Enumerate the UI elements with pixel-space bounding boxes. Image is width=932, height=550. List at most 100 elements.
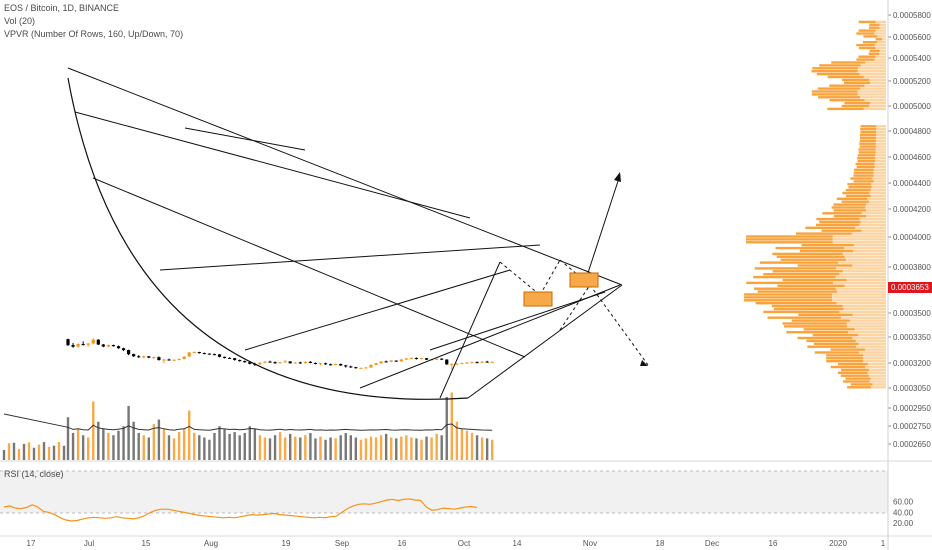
volume-bar [238,435,241,460]
time-tick-label: Jul [84,539,94,548]
vpvr-bar-up [819,64,861,67]
vpvr-bar-down [873,171,886,174]
rsi-legend[interactable]: RSI (14, close) [4,469,64,479]
vpvr-bar-up [797,336,853,340]
main-legend[interactable]: EOS / Bitcoin, 1D, BINANCE [4,3,120,13]
candle-body [364,367,368,369]
price-axis: 0.0005800 0.0005600 0.0005400 0.0005200 0.00… [887,0,932,550]
vpvr-bar-up [858,20,876,24]
candle-body [283,361,287,363]
volume-bar [430,437,433,460]
vpvr-bar-up [797,264,853,267]
volume-bar [47,446,51,460]
volume-bar [92,401,95,460]
volume-bar [228,433,231,460]
price-tick-label: 0.0002750 [893,422,931,431]
vpvr-bar-down [865,61,886,64]
vpvr-bar-down [842,304,886,308]
candle-body [81,343,85,345]
candle-body [308,361,312,363]
candle-body [157,357,161,361]
vpvr-bar-up [754,267,837,270]
volume-bar [485,438,489,460]
volume-bar [172,438,176,460]
vpvr-bar-down [870,188,886,192]
vpvr-bar-up [813,342,859,345]
volume-bar [66,417,70,460]
vpvr-bar-up [858,55,876,58]
vol-legend[interactable]: Vol (20) [4,16,36,26]
candle-body [182,356,186,359]
candle-body [207,353,211,355]
vpvr-bar-down [843,307,886,311]
price-tick-label: 0.0003500 [893,309,931,318]
candle-body [394,360,398,362]
candle-body [323,363,328,365]
vpvr-bar-down [876,128,886,131]
vpvr-bar-down [861,212,886,215]
vpvr-bar-up [841,104,870,108]
vpvr-bar-down [832,299,886,302]
vpvr-bar-down [863,75,886,79]
price-tick-label: 0.0004600 [893,153,931,162]
vpvr-bar-down [874,58,886,61]
vpvr-bar-down [857,93,886,96]
candle-body [167,359,171,361]
candle-body [318,363,323,365]
trendline [439,261,501,399]
vpvr-bar-down [874,32,886,35]
vpvr-bar-down [863,360,886,363]
vpvr-bar-down [845,258,886,261]
candle-body [339,364,343,366]
vpvr-bar-down [844,246,886,250]
volume-bar [27,442,31,460]
vpvr-bar-up [811,93,858,96]
volume-bar [440,435,443,460]
vpvr-bar-down [876,130,886,134]
volume-bar [344,433,347,460]
candle-body [71,345,75,347]
vpvr-bar-down [864,365,886,369]
volume-bar [22,443,26,460]
volume-bar [208,439,211,460]
volume-bar [198,435,201,460]
vpvr-bar-up [862,41,878,44]
vpvr-bar-down [865,206,886,209]
trendline [584,174,621,283]
candle-body [419,358,424,360]
volume-bar [182,428,186,460]
candle-body [217,354,222,357]
vpvr-bar-up [848,186,872,189]
vpvr-bar-down [860,87,886,90]
vpvr-bar-down [857,90,886,93]
vpvr-bar-up [830,365,865,369]
volume-bar [62,445,66,460]
vpvr-bar-down [866,203,886,206]
rsi-band [0,471,888,513]
candle-body [490,361,494,363]
vpvr-bar-up [853,180,874,183]
vpvr-bar-down [876,136,886,140]
vpvr-bar-up [744,299,833,302]
vpvr-bar-down [872,383,886,386]
vpvr-bar-up [772,252,843,256]
vpvr-bar-down [867,371,886,374]
vpvr-bar-down [868,374,886,377]
volume-bar [304,435,307,460]
candle-body [233,358,237,361]
candle-body [470,362,474,364]
vpvr-bar-down [854,328,886,331]
vpvr-bar-up [744,296,833,299]
vpvr-bar-down [861,229,886,232]
vpvr-bar-down [840,316,886,319]
vpvr-bar-down [875,29,886,32]
candle-body [142,356,146,358]
vpvr-legend[interactable]: VPVR (Number Of Rows, 160, Up/Down, 70) [4,29,184,39]
volume-bar [17,448,21,460]
vpvr-bar-up [746,281,833,285]
candle-body [460,363,464,365]
candle-body [329,364,333,366]
vpvr-bar-up [753,287,836,290]
vpvr-bar-down [870,81,886,84]
